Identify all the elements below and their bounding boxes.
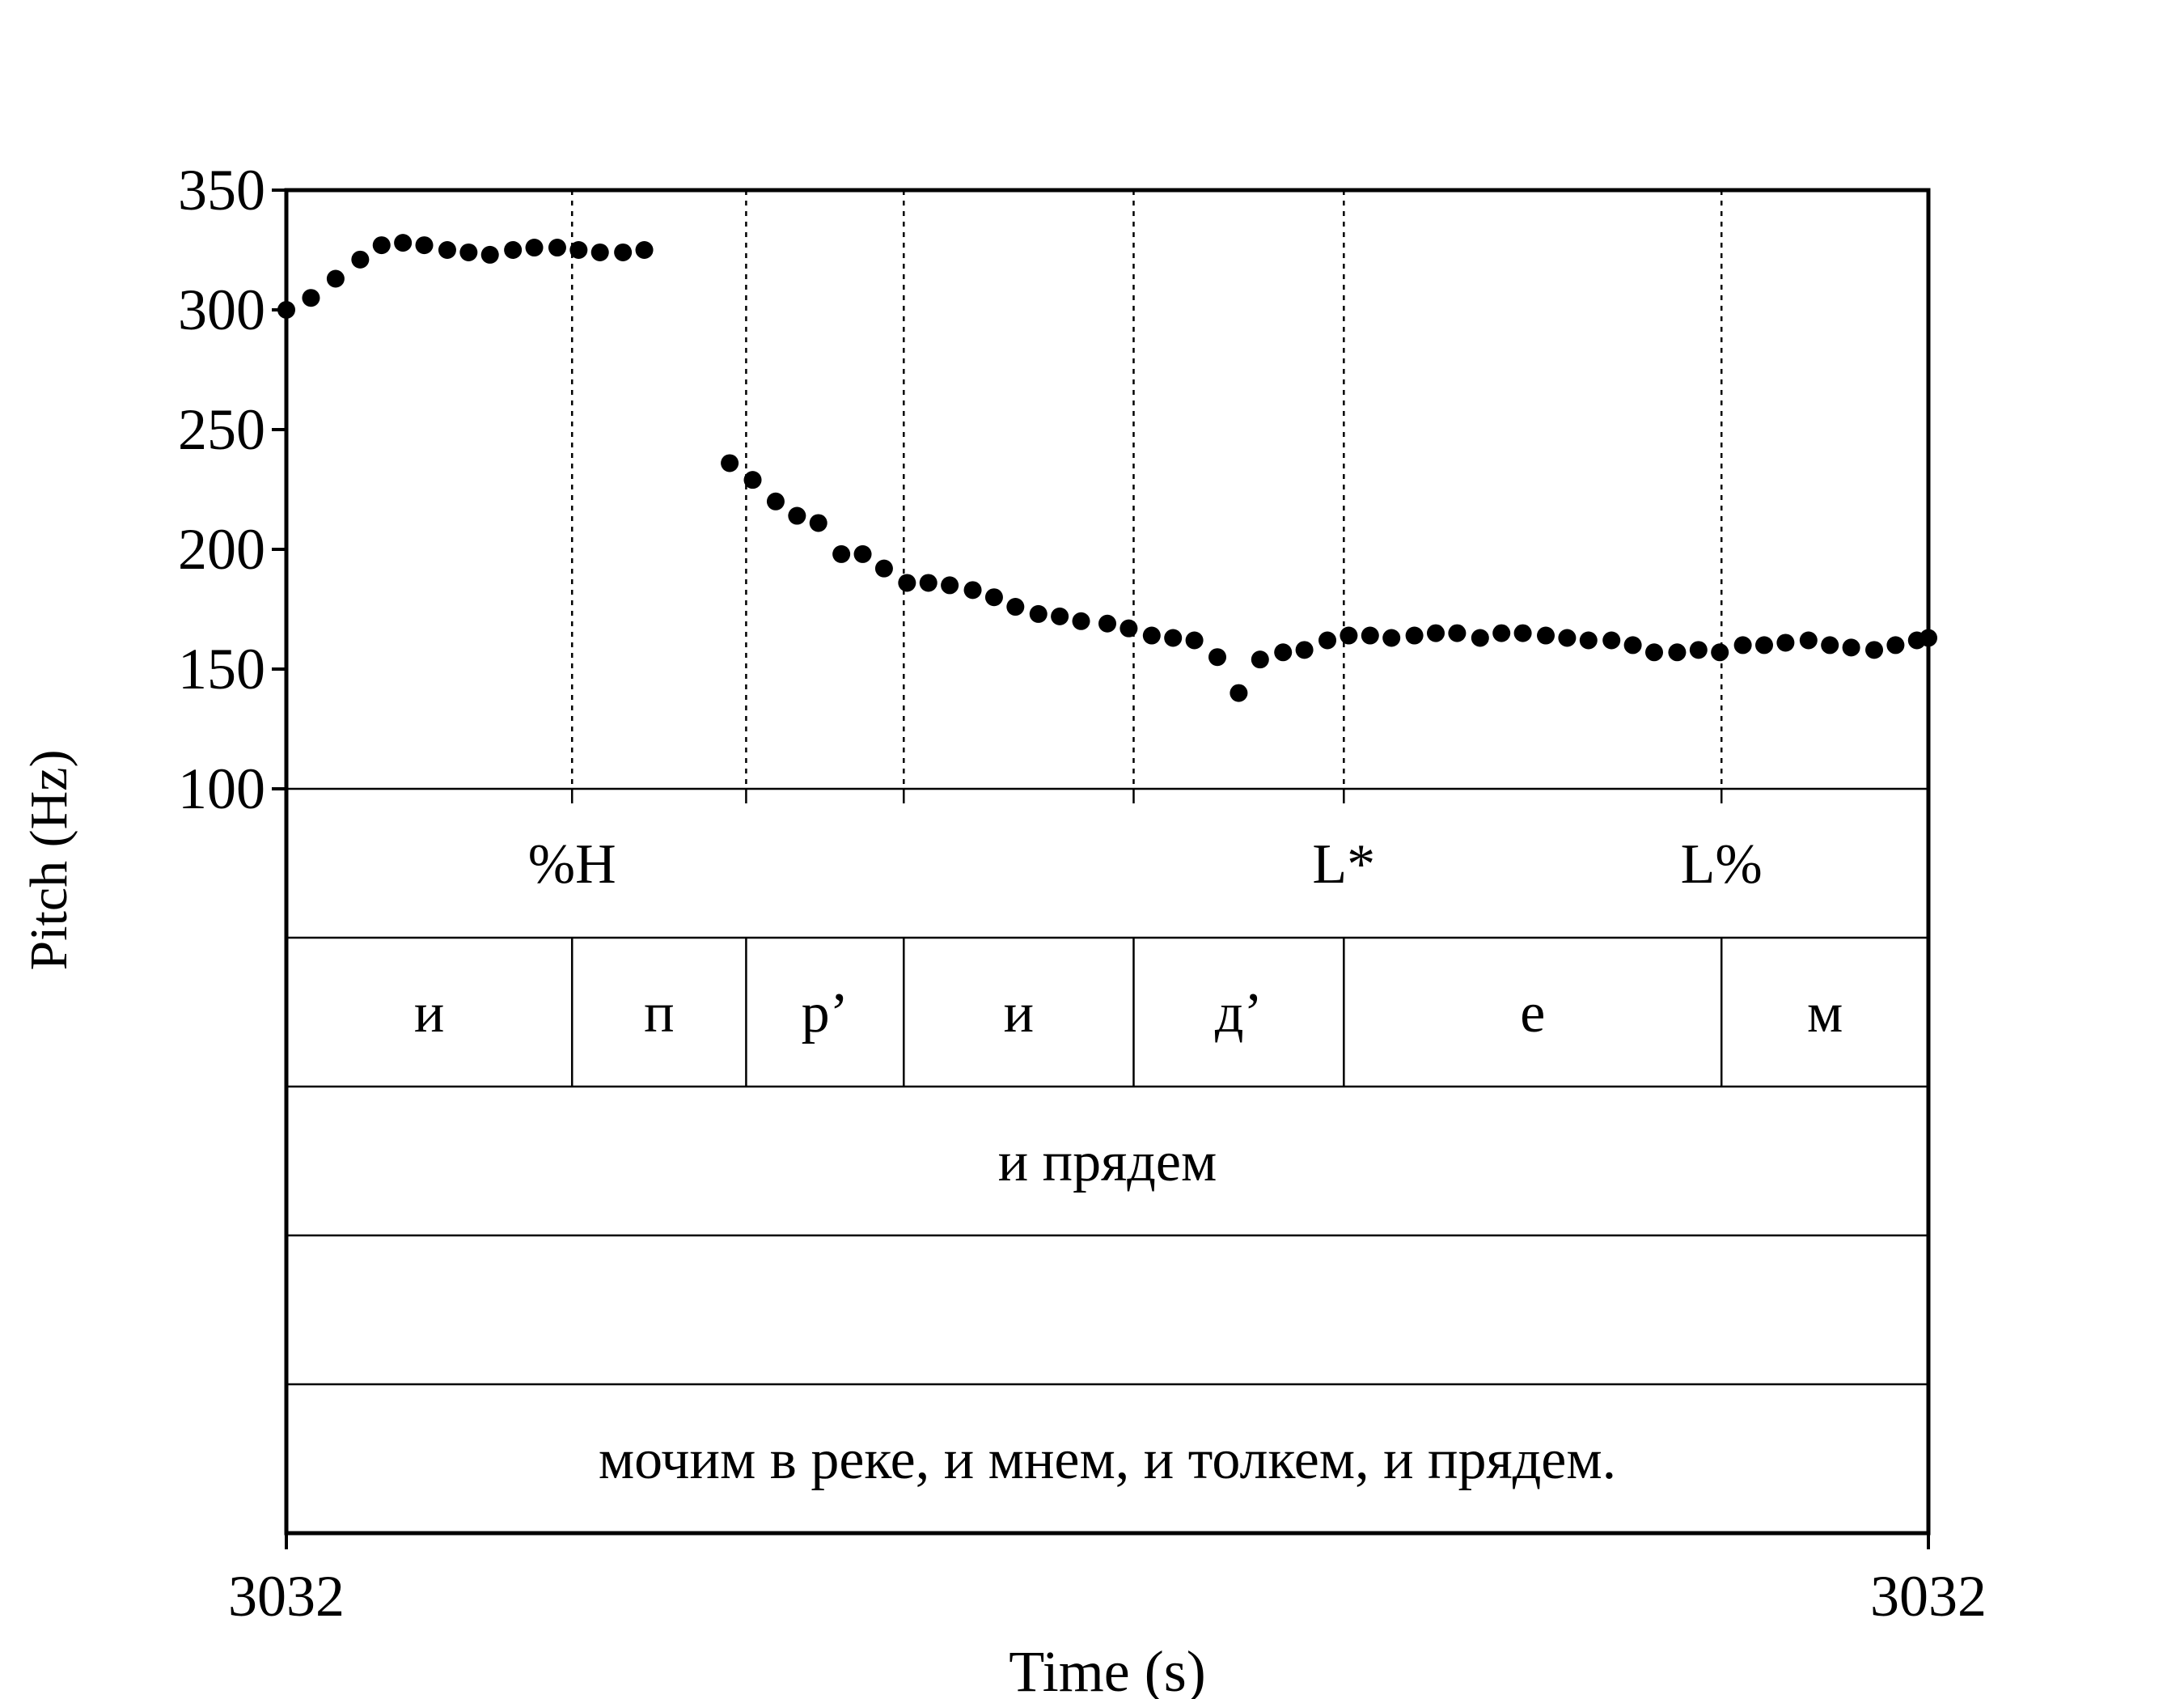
pitch-point — [1029, 604, 1048, 623]
pitch-point — [1579, 631, 1598, 650]
y-tick-label: 100 — [178, 756, 265, 821]
y-tick-label: 200 — [178, 517, 265, 582]
pitch-point — [1471, 629, 1489, 647]
pitch-point — [480, 245, 499, 264]
pitch-point — [853, 544, 872, 563]
pitch-point — [1051, 607, 1069, 625]
y-tick-label: 300 — [178, 278, 265, 342]
pitch-point — [614, 243, 633, 261]
pitch-point — [919, 574, 938, 592]
pitch-point — [1821, 636, 1839, 655]
pitch-point — [1295, 641, 1314, 659]
pitch-point — [1405, 626, 1424, 645]
x-axis-label: Time (s) — [1009, 1639, 1205, 1699]
segment-label: е — [1520, 982, 1545, 1044]
pitch-point — [1361, 626, 1379, 645]
pitch-point — [1492, 624, 1511, 642]
tone-label: %H — [528, 833, 616, 896]
pitch-point — [1776, 633, 1795, 652]
segment-label: п — [644, 982, 674, 1044]
pitch-point — [1755, 636, 1773, 655]
tier-lines — [286, 787, 1928, 1386]
pitch-point — [548, 239, 566, 257]
tone-label: L% — [1681, 833, 1763, 896]
pitch-point — [1185, 631, 1204, 650]
pitch-point — [351, 250, 370, 269]
word-label: и прядем — [998, 1131, 1217, 1193]
pitch-point — [1623, 636, 1642, 655]
pitch-point — [1602, 631, 1621, 650]
pitch-point — [590, 243, 609, 261]
pitch-point — [1558, 629, 1577, 647]
pitch-point — [941, 576, 959, 595]
pitch-point — [1537, 626, 1555, 645]
plot-frame — [284, 188, 1931, 1536]
pitch-point — [984, 588, 1003, 607]
pitch-point — [1842, 638, 1860, 657]
pitch-point — [1120, 619, 1138, 638]
pitch-point — [743, 471, 762, 489]
segment-label: д’ — [1215, 982, 1263, 1044]
pitch-point — [1164, 629, 1183, 647]
pitch-point — [1098, 614, 1116, 633]
pitch-point — [1072, 612, 1090, 630]
pitch-point — [1513, 624, 1532, 642]
y-tick-label: 250 — [178, 397, 265, 462]
pitch-point — [898, 574, 916, 592]
tone-label: L* — [1312, 833, 1375, 896]
phrase-label: мочим в реке, и мнем, и толкем, и прядем… — [599, 1429, 1616, 1491]
pitch-point — [1340, 626, 1358, 645]
pitch-point — [438, 241, 456, 259]
pitch-point — [635, 241, 654, 259]
y-tick-label: 150 — [178, 637, 265, 701]
pitch-point — [569, 241, 588, 259]
pitch-point — [809, 514, 827, 532]
pitch-point — [766, 492, 785, 511]
pitch-point — [1689, 641, 1708, 659]
pitch-point — [1318, 631, 1337, 650]
pitch-point — [326, 269, 345, 288]
pitch-point — [1644, 643, 1663, 662]
boundary-guides — [570, 190, 1723, 803]
pitch-point — [372, 236, 391, 255]
pitch-point — [1382, 629, 1401, 647]
pitch-point — [459, 243, 478, 261]
segment-label: р’ — [802, 982, 849, 1044]
pitch-points — [277, 234, 1937, 702]
tier-labels: %H L* L% и п р’ и д’ е м и прядем мочим в реке, и м… — [414, 833, 1843, 1491]
pitch-point — [504, 241, 523, 259]
pitch-point — [1711, 643, 1729, 662]
y-ticks: 350 300 250 200 150 100 — [178, 158, 1930, 1549]
pitch-point — [1230, 684, 1248, 702]
pitch-point — [1208, 648, 1227, 667]
pitch-point — [1733, 636, 1752, 655]
segment-label: и — [414, 982, 444, 1044]
pitch-point — [1274, 643, 1293, 662]
segment-label: м — [1807, 982, 1843, 1044]
pitch-point — [525, 239, 544, 257]
y-axis-label: Pitch (Hz) — [19, 749, 78, 970]
pitch-point — [963, 581, 982, 600]
y-tick-label: 350 — [178, 158, 265, 222]
pitch-point — [394, 234, 413, 252]
segment-label: и — [1004, 982, 1034, 1044]
pitch-point — [721, 454, 739, 472]
pitch-point — [1251, 650, 1269, 669]
pitch-point — [1427, 624, 1445, 642]
pitch-point — [1448, 624, 1467, 642]
pitch-point — [788, 506, 806, 525]
pitch-point — [832, 544, 851, 563]
pitch-point — [1865, 641, 1884, 659]
pitch-point — [874, 559, 893, 578]
pitch-point — [1006, 598, 1025, 616]
pitch-point — [1668, 643, 1687, 662]
pitch-point — [302, 289, 320, 307]
pitch-point — [1799, 631, 1818, 650]
x-end-label: 3032 — [1870, 1564, 1987, 1629]
pitch-point — [1886, 636, 1905, 655]
x-start-label: 3032 — [228, 1564, 345, 1629]
pitch-point — [415, 236, 434, 255]
pitch-point — [1142, 626, 1161, 645]
